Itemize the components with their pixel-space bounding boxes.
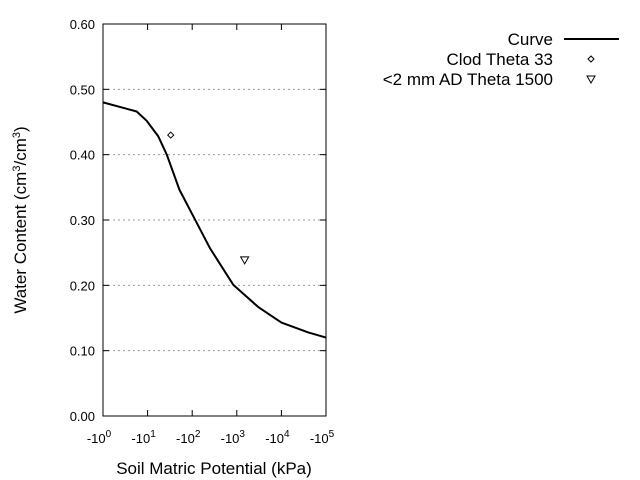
y-tick-label: 0.60 bbox=[70, 17, 95, 32]
legend-label-ad: <2 mm AD Theta 1500 bbox=[383, 70, 553, 89]
clod-theta-33-point bbox=[167, 131, 175, 139]
x-tick-label: -105 bbox=[310, 429, 335, 446]
y-tick-label: 0.20 bbox=[70, 278, 95, 293]
x-axis-label: Soil Matric Potential (kPa) bbox=[116, 459, 312, 478]
y-label-sup2: 3 bbox=[11, 132, 23, 138]
x-tick-label: -103 bbox=[221, 429, 246, 446]
y-label-suffix: ) bbox=[11, 126, 30, 132]
series-layer bbox=[102, 101, 327, 339]
y-label-mid: /cm bbox=[11, 138, 30, 165]
x-tick-label: -102 bbox=[176, 429, 201, 446]
y-axis-label: Water Content (cm3/cm3) bbox=[11, 126, 30, 313]
y-label-prefix: Water Content (cm bbox=[11, 172, 30, 314]
x-tick-label: -104 bbox=[265, 429, 290, 446]
legend-label-clod: Clod Theta 33 bbox=[447, 50, 553, 69]
legend-triangle-marker bbox=[586, 75, 596, 85]
y-axis: 0.00 0.10 0.20 0.30 0.40 0.50 0.60 bbox=[70, 17, 326, 424]
x-axis: -100 -101 -102 -103 -104 -105 bbox=[87, 24, 335, 446]
grid bbox=[103, 88, 326, 352]
y-tick-label: 0.50 bbox=[70, 82, 95, 97]
y-tick-label: 0.10 bbox=[70, 344, 95, 359]
y-tick-label: 0.00 bbox=[70, 409, 95, 424]
legend-diamond-marker bbox=[587, 55, 595, 63]
y-label-sup1: 3 bbox=[11, 166, 23, 172]
x-tick-label: -101 bbox=[131, 429, 156, 446]
curve-line bbox=[102, 101, 327, 339]
legend-label-curve: Curve bbox=[508, 30, 553, 49]
legend: Curve Clod Theta 33 <2 mm AD Theta 1500 bbox=[383, 30, 619, 89]
x-tick-label: -100 bbox=[87, 429, 112, 446]
y-tick-label: 0.40 bbox=[70, 148, 95, 163]
y-tick-label: 0.30 bbox=[70, 213, 95, 228]
ad-theta-1500-point bbox=[239, 256, 250, 265]
